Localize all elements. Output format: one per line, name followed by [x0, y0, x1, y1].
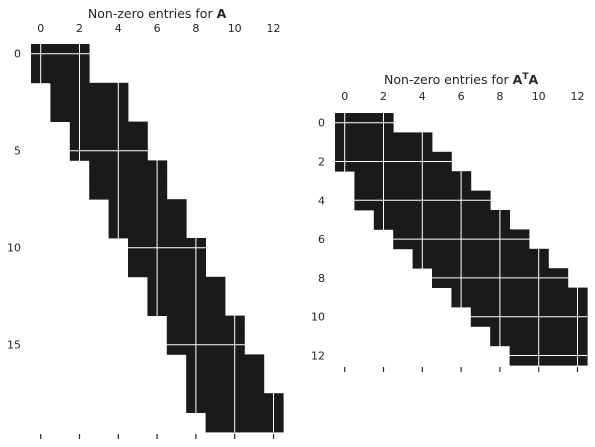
nonzero-cell	[128, 160, 148, 181]
nonzero-cell	[205, 393, 226, 413]
nonzero-cell	[89, 102, 109, 122]
nonzero-cell	[50, 82, 71, 103]
nonzero-cell	[89, 121, 109, 142]
nonzero-cell	[89, 179, 109, 200]
matrix-plot-1: 0 2 4 6 8 10 12 0 5 10 15 Non-zero entries for A	[7, 6, 284, 439]
nonzero-cell	[470, 287, 491, 308]
x-tick-label: 2	[76, 22, 83, 35]
y-tick-label: 10	[7, 242, 21, 255]
nonzero-cell	[166, 315, 187, 336]
y-tick-label: 5	[14, 145, 21, 158]
nonzero-cell	[128, 179, 148, 200]
matrix-plot-2: 0 2 4 6 8 10 12 0 2 4 6 8 10 12 Non-zero entries for A…	[311, 72, 588, 372]
nonzero-cell	[244, 393, 265, 413]
nonzero-cell	[50, 63, 71, 84]
nonzero-cell	[432, 248, 452, 269]
nonzero-cell	[205, 296, 226, 316]
title-suffix: A	[528, 72, 538, 87]
nonzero-cell	[166, 199, 187, 219]
nonzero-cell	[50, 102, 71, 122]
nonzero-cell	[244, 354, 265, 375]
x-tick-label: 0	[37, 22, 44, 35]
x-tick-label: 8	[192, 22, 199, 35]
nonzero-cell	[166, 296, 187, 316]
title-matrix: A	[513, 72, 523, 87]
nonzero-cell	[509, 326, 530, 347]
nonzero-cell	[509, 287, 530, 308]
x-tick-label: 2	[380, 90, 387, 103]
y-tick-label: 10	[311, 311, 325, 324]
nonzero-cell	[548, 326, 569, 347]
x-tick-label: 6	[458, 90, 465, 103]
nonzero-cell	[205, 373, 226, 394]
nonzero-cell	[354, 171, 375, 191]
x-tick-label: 6	[154, 22, 161, 35]
nonzero-cell	[166, 218, 187, 239]
nonzero-cell	[432, 171, 452, 191]
x-tick-label: 10	[228, 22, 242, 35]
x-tick-label: 10	[532, 90, 546, 103]
nonzero-cell	[128, 199, 148, 219]
nonzero-cell	[89, 160, 109, 181]
y-tick-label: 0	[14, 48, 21, 61]
plot-title: Non-zero entries for A	[88, 6, 227, 21]
y-tick-label: 2	[318, 156, 325, 169]
y-tick-label: 6	[318, 233, 325, 246]
nonzero-cell	[509, 248, 530, 269]
nonzero-cell	[432, 210, 452, 230]
nonzero-cell	[205, 412, 226, 433]
x-tick-label: 8	[496, 90, 503, 103]
nonzero-cell	[205, 276, 226, 297]
x-tick-label: 12	[267, 22, 281, 35]
x-tick-label: 12	[571, 90, 585, 103]
nonzero-cell	[89, 82, 109, 103]
title-matrix: A	[217, 6, 227, 21]
nonzero-cell	[128, 218, 148, 239]
nonzero-cell	[244, 412, 265, 433]
nonzero-cell	[128, 257, 148, 278]
nonzero-cell	[128, 121, 148, 142]
nonzero-cell	[205, 354, 226, 375]
title-prefix: Non-zero entries for	[384, 72, 513, 87]
nonzero-cell	[548, 287, 569, 308]
title-prefix: Non-zero entries for	[88, 6, 217, 21]
y-tick-label: 12	[311, 350, 325, 363]
nonzero-cell	[244, 373, 265, 394]
y-tick-label: 15	[7, 339, 21, 352]
nonzero-cell	[393, 210, 413, 230]
y-tick-label: 0	[318, 117, 325, 130]
nonzero-cell	[393, 132, 413, 153]
x-tick-label: 0	[341, 90, 348, 103]
nonzero-cell	[166, 257, 187, 278]
x-tick-label: 4	[115, 22, 122, 35]
nonzero-cell	[354, 132, 375, 153]
nonzero-cell	[470, 210, 491, 230]
nonzero-cell	[205, 315, 226, 336]
plot-title: Non-zero entries for ATA	[384, 72, 538, 87]
nonzero-cell	[393, 171, 413, 191]
title-superscript: T	[522, 72, 529, 82]
nonzero-cell	[470, 248, 491, 269]
nonzero-cell	[166, 276, 187, 297]
x-tick-label: 4	[419, 90, 426, 103]
y-tick-label: 4	[318, 194, 325, 207]
y-tick-label: 8	[318, 272, 325, 285]
